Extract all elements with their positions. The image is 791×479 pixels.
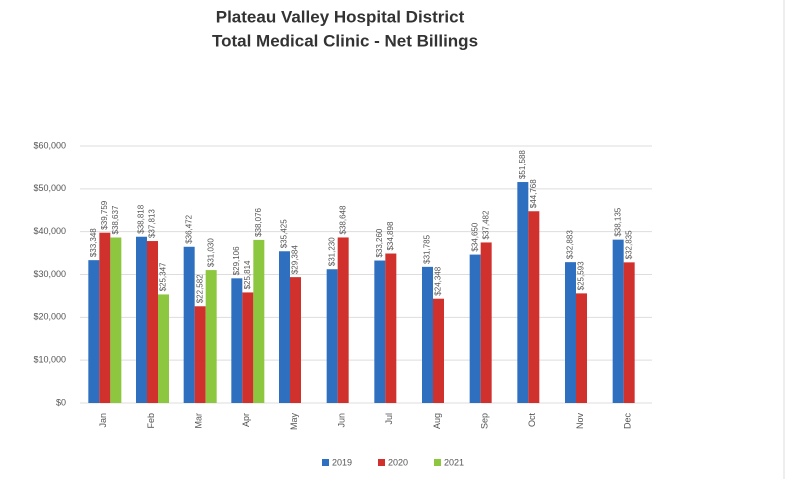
x-tick-label: Dec — [623, 413, 633, 430]
value-label: $33,348 — [89, 228, 98, 257]
value-label: $38,135 — [613, 207, 622, 236]
bar — [205, 270, 217, 403]
value-label: $34,650 — [470, 222, 479, 251]
bar — [290, 277, 301, 403]
legend-label: 2020 — [388, 457, 408, 467]
value-label: $38,648 — [338, 205, 347, 234]
bar — [253, 239, 265, 403]
bar — [422, 266, 433, 403]
value-label: $32,835 — [624, 230, 633, 259]
legend-label: 2021 — [444, 457, 464, 467]
value-label: $25,347 — [159, 262, 168, 291]
value-label: $39,759 — [100, 200, 109, 229]
legend-swatch — [322, 459, 329, 466]
value-label: $31,230 — [327, 237, 336, 266]
y-tick-label: $40,000 — [33, 226, 66, 236]
legend-swatch — [378, 459, 385, 466]
value-label: $35,425 — [280, 219, 289, 248]
bar — [194, 306, 206, 403]
bar — [612, 239, 624, 403]
bar — [576, 293, 587, 403]
value-label: $29,384 — [291, 245, 300, 274]
bar — [517, 182, 529, 403]
value-label: $25,814 — [243, 260, 252, 289]
bar — [374, 260, 386, 403]
value-label: $37,482 — [481, 210, 490, 239]
legend-label: 2019 — [332, 457, 352, 467]
x-tick-label: Feb — [146, 413, 156, 429]
bar — [528, 211, 540, 403]
bar — [480, 242, 492, 403]
value-label: $25,593 — [577, 261, 586, 290]
bar — [623, 262, 635, 403]
y-tick-label: $20,000 — [33, 312, 66, 322]
value-label: $29,106 — [232, 246, 241, 275]
value-label: $24,348 — [434, 266, 443, 295]
bar — [242, 292, 254, 403]
value-label: $31,785 — [423, 234, 432, 263]
bar — [385, 253, 397, 403]
legend-swatch — [434, 459, 441, 466]
value-label: $38,637 — [111, 205, 120, 234]
value-label: $34,898 — [386, 221, 395, 250]
x-tick-label: Mar — [194, 413, 204, 429]
bar — [183, 246, 195, 403]
x-tick-label: Apr — [241, 413, 251, 427]
chart-title: Plateau Valley Hospital District — [216, 7, 465, 26]
bar — [158, 294, 169, 403]
bar — [337, 237, 349, 403]
value-label: $44,768 — [529, 179, 538, 208]
bar — [147, 241, 158, 403]
bar — [88, 260, 100, 403]
y-tick-label: $30,000 — [33, 269, 66, 279]
bar — [99, 232, 111, 403]
value-label: $37,813 — [148, 209, 157, 238]
y-tick-label: $60,000 — [33, 140, 66, 150]
value-label: $38,818 — [137, 204, 146, 233]
y-tick-label: $10,000 — [33, 355, 66, 365]
bar — [433, 298, 444, 403]
value-label: $33,260 — [375, 228, 384, 257]
x-tick-label: Oct — [527, 413, 537, 428]
x-tick-label: Jan — [98, 413, 108, 428]
value-label: $51,588 — [518, 150, 527, 179]
value-label: $38,076 — [254, 207, 263, 236]
bar — [565, 262, 576, 403]
bar — [136, 236, 147, 403]
x-tick-label: Jun — [337, 413, 347, 428]
y-tick-label: $50,000 — [33, 183, 66, 193]
x-tick-label: May — [289, 413, 299, 431]
bar — [279, 251, 290, 403]
chart-subtitle: Total Medical Clinic - Net Billings — [212, 31, 478, 50]
x-tick-label: Jul — [384, 413, 394, 425]
bar — [231, 278, 243, 403]
bar — [469, 254, 481, 403]
x-tick-label: Aug — [432, 413, 442, 429]
value-label: $36,472 — [184, 214, 193, 243]
x-tick-label: Sep — [480, 413, 490, 429]
value-label: $22,582 — [195, 274, 204, 303]
value-label: $31,030 — [206, 238, 215, 267]
bar — [326, 269, 338, 403]
x-tick-label: Nov — [575, 413, 585, 430]
value-label: $32,883 — [566, 230, 575, 259]
y-tick-label: $0 — [56, 397, 66, 407]
bar — [110, 237, 122, 403]
